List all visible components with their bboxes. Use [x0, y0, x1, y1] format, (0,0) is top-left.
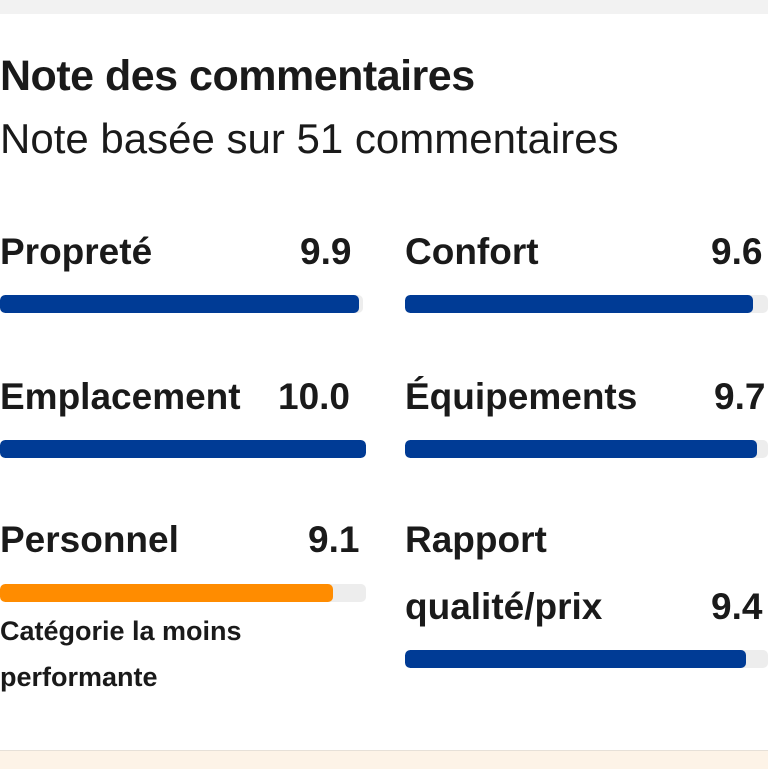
- score-bar: [0, 440, 366, 458]
- metric-value: 9.4: [711, 586, 763, 627]
- lowest-category-note: Catégorie la moins performante: [0, 616, 242, 692]
- metric-label-line2: qualité/prix: [405, 586, 603, 627]
- metric-value: 9.6: [711, 231, 763, 272]
- metric-label: Emplacement: [0, 376, 241, 417]
- metric-value: 9.1: [308, 519, 360, 560]
- metric-label: Équipements: [405, 376, 638, 417]
- metric-value: 10.0: [278, 376, 351, 417]
- metric-label: Personnel: [0, 519, 179, 560]
- section-subtitle: Note basée sur 51 commentaires: [0, 115, 619, 162]
- score-bar-fill: [0, 295, 360, 313]
- score-bar-fill: [405, 295, 754, 313]
- score-bar-fill: [405, 650, 747, 668]
- score-bar: [0, 295, 363, 313]
- score-bar: [405, 295, 768, 313]
- score-bar: [405, 440, 768, 458]
- score-bar-fill: [405, 440, 758, 458]
- metric-label-line1: Rapport: [405, 519, 547, 560]
- metric-value: 9.9: [300, 231, 352, 272]
- review-score-card: [0, 14, 768, 750]
- metric-label: Propreté: [0, 231, 153, 272]
- score-bar: [0, 584, 366, 602]
- score-bar-fill: [0, 440, 366, 458]
- metric-label: Confort: [405, 231, 539, 272]
- score-bar: [405, 650, 768, 668]
- section-title: Note des commentaires: [0, 52, 475, 100]
- metric-value: 9.7: [714, 376, 766, 417]
- next-section-edge: [0, 750, 768, 769]
- score-bar-fill: [0, 584, 334, 602]
